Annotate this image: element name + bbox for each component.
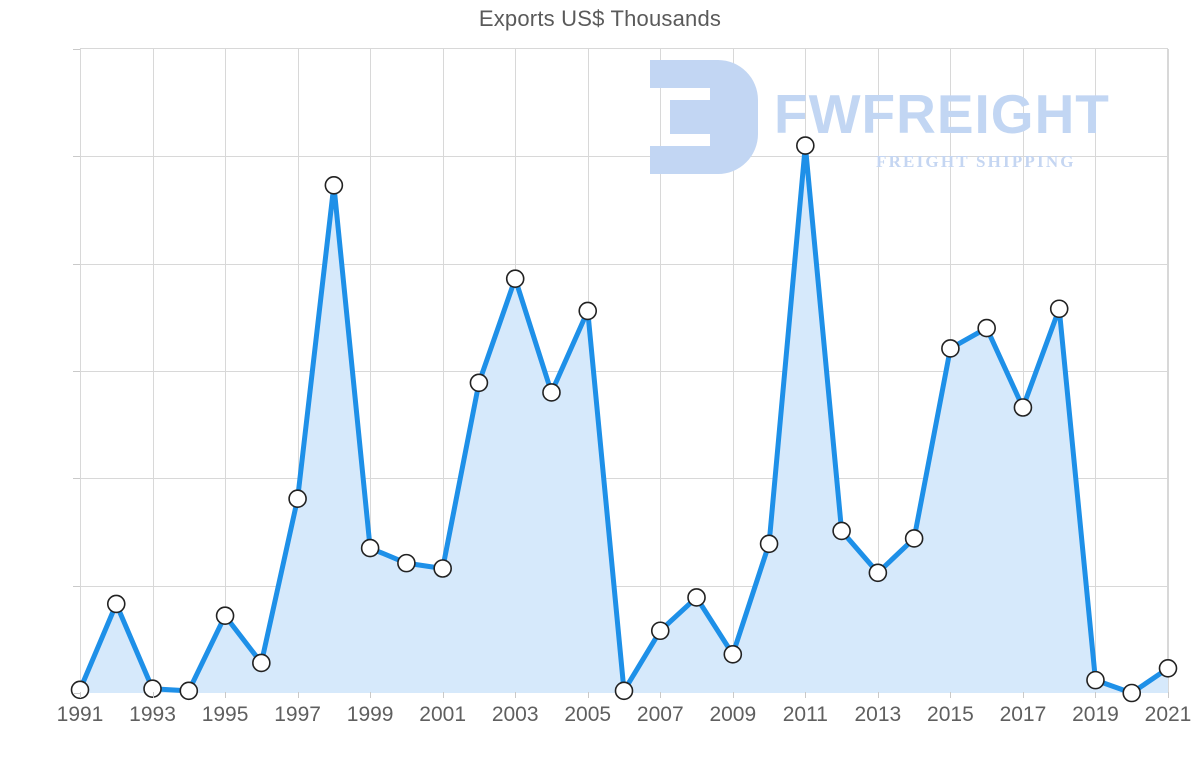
series-exports [70,136,1178,703]
data-point-marker [505,269,525,288]
gridline-horizontal [80,156,1167,158]
data-point-marker [1013,398,1033,417]
data-point-marker [397,553,416,573]
data-point-marker [70,680,90,700]
data-point-marker [143,679,162,699]
gridline-vertical [442,49,444,692]
x-tick-label: 1993 [129,703,176,726]
gridline-vertical [660,49,662,692]
y-tick-mark [73,585,80,587]
x-tick-mark [877,692,879,698]
data-point-marker [759,534,779,554]
data-point-marker [433,559,452,578]
x-tick-mark [1168,692,1169,698]
x-tick-mark [660,692,662,698]
data-point-marker [1086,670,1105,690]
x-tick-mark [442,692,444,698]
data-point-marker [578,301,598,321]
x-tick-mark [587,692,589,698]
plot-area: 05001 0001 5002 0002 5003 000 1991199319… [57,48,1191,726]
y-tick-mark [73,156,80,158]
x-tick-mark [515,692,517,698]
data-point-marker [1122,683,1142,703]
data-point-marker [469,373,489,393]
gridline-vertical [152,49,154,692]
x-tick-mark [1022,692,1024,698]
data-point-marker [1049,299,1069,319]
data-point-marker [941,339,960,358]
chart-title: Exports US$ Thousands [478,6,722,31]
gridline-horizontal [80,585,1167,587]
x-tick-label: 1991 [56,703,104,726]
data-point-marker [252,653,271,673]
gridline-vertical [225,49,227,692]
data-point-marker [723,645,743,664]
data-point-marker [1158,659,1178,678]
x-tick-label: 2013 [854,703,902,726]
data-point-marker [324,176,344,195]
x-tick-mark [297,692,299,698]
x-tick-mark [80,692,81,698]
x-tick-label: 2011 [782,703,828,726]
data-point-marker [687,588,706,607]
x-tick-mark [152,692,154,698]
gridline-vertical [1168,49,1169,692]
x-tick-label: 2017 [999,703,1047,726]
data-point-marker [614,681,634,701]
data-point-marker [106,594,126,614]
data-point-marker [288,489,307,509]
gridline-vertical [1022,49,1024,692]
data-point-marker [650,621,670,641]
x-tick-mark [805,692,807,698]
y-tick-mark [73,371,80,372]
x-tick-label: 1997 [274,703,321,726]
data-point-marker [360,538,380,558]
gridline-horizontal [80,263,1167,265]
data-point-marker [868,563,888,583]
x-tick-label: 1995 [201,703,249,726]
gridline-vertical [877,49,879,692]
x-tick-label: 2003 [491,703,539,726]
gridline-vertical [1095,49,1097,692]
data-point-markers [70,136,1178,703]
gridline-vertical [80,49,81,692]
y-tick-mark [73,49,80,50]
x-tick-mark [370,692,372,698]
x-tick-label: 2005 [564,703,612,726]
data-point-marker [179,681,199,701]
data-point-marker [904,529,924,548]
data-point-marker [215,606,235,626]
gridline-horizontal [80,371,1167,372]
gridline-horizontal [80,478,1167,480]
x-tick-label: 2015 [927,703,974,726]
x-tick-label: 2001 [419,703,467,726]
gridline-vertical [297,49,299,692]
x-tick-label: 2009 [709,703,757,726]
gridline-vertical [370,49,372,692]
x-tick-mark [1095,692,1097,698]
y-tick-mark [73,478,80,480]
area-fill [80,145,1168,694]
gridline-vertical [732,49,734,692]
x-tick-label: 2019 [1072,703,1119,726]
data-point-marker [832,521,851,541]
x-tick-mark [732,692,734,698]
data-point-marker [542,383,561,402]
data-point-marker [796,136,815,155]
x-tick-mark [950,692,952,698]
x-tick-label: 2007 [636,703,684,726]
y-tick-mark [73,693,80,694]
x-tick-mark [225,692,227,698]
y-tick-mark [73,263,80,265]
data-point-marker [977,318,996,338]
x-tick-label: 1999 [346,703,394,726]
x-tick-label: 2021 [1144,703,1192,726]
